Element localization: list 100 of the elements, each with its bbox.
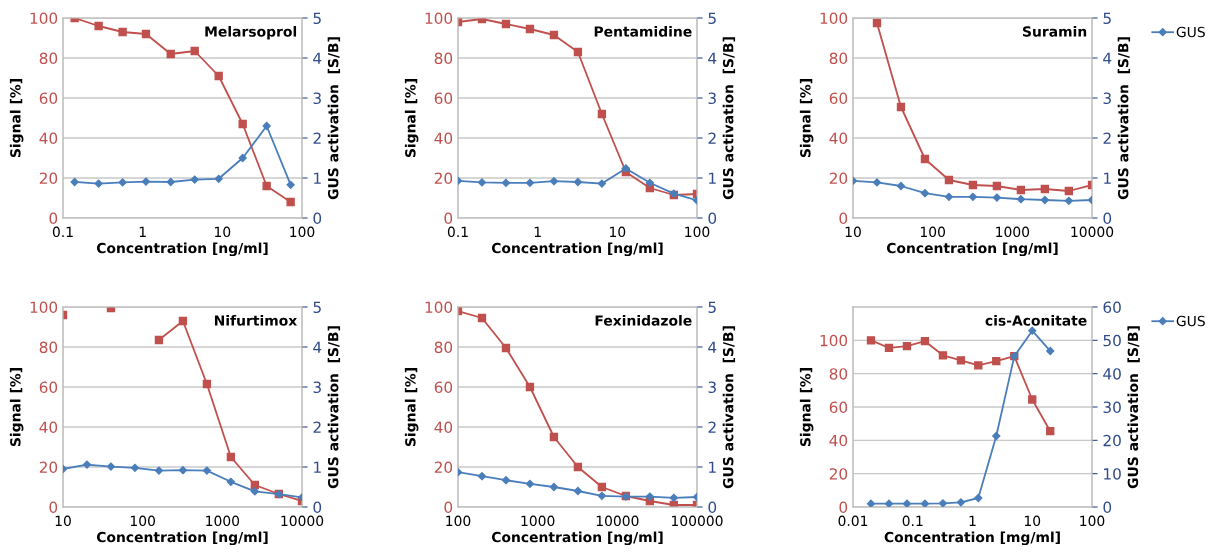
y-tick-label: 80 [39,341,58,354]
y-tick-label: 80 [829,52,848,65]
y-tick-label: 60 [829,92,848,105]
chart-title: Fexinidazole [595,315,692,326]
y2-tick-label: 1 [314,461,321,473]
y2-tick-label: 3 [313,92,321,105]
y2-tick-label: 40 [1103,368,1121,380]
y2-tick-label: 0 [313,212,322,225]
x-tick-label: 0.1 [447,226,468,238]
y-tick-label: 100 [425,12,453,25]
chart-title: Pentamidine [594,26,692,37]
x-tick-label: 0.01 [838,515,868,527]
x-tick-label: 10 [1024,515,1041,527]
y2-axis-title: GUS activation [S/B] [327,326,341,489]
y2-axis-title: GUS activation [S/B] [722,37,736,200]
y2-tick-label: 2 [313,421,321,433]
y-tick-label: 0 [839,212,848,225]
chart-title: Suramin [1022,26,1087,37]
x-tick-label: 1 [969,515,976,526]
y-tick-label: 100 [425,301,453,314]
x-tick-label: 1000 [521,515,555,527]
y2-tick-label: 4 [708,52,717,64]
x-tick-label: 10000 [281,515,324,527]
y2-tick-label: 0 [1103,501,1112,514]
x-axis-title: Concentration [ng/ml] [96,531,268,546]
y2-tick-label: 2 [1103,132,1111,144]
chart-title: Nifurtimox [214,315,298,326]
y-tick-label: 20 [39,172,58,185]
y2-tick-label: 2 [708,132,716,144]
x-tick-label: 100 [920,226,945,238]
x-axis-title: Concentration [ng/ml] [96,242,268,257]
y2-tick-label: 1 [314,172,321,184]
y2-tick-label: 4 [1103,52,1112,64]
x-tick-label: 10 [610,226,626,238]
x-tick-label: 100 [1080,515,1105,527]
x-tick-label: 10000 [1071,226,1114,238]
x-axis-title: Concentration [ng/ml] [491,531,663,546]
y-axis-title: Signal [%] [404,368,419,447]
x-tick-label: 100 [130,515,155,527]
y-tick-label: 0 [444,212,453,225]
y-axis-title: Signal [%] [404,79,419,158]
y2-tick-label: 2 [313,132,321,144]
x-tick-label: 1000 [996,226,1030,238]
y2-tick-label: 3 [1103,92,1111,105]
y2-tick-label: 20 [1103,434,1121,447]
x-axis-title: Concentration [ng/ml] [886,242,1058,257]
y2-tick-label: 0 [1103,212,1112,225]
x-tick-label: 0.1 [52,226,73,238]
y2-axis-title: GUS activation [S/B] [327,37,341,200]
y-tick-label: 0 [49,212,58,225]
x-tick-label: 1 [534,226,541,237]
y2-tick-label: 1 [709,172,716,184]
y2-tick-label: 50 [1103,334,1121,347]
y2-tick-label: 3 [708,381,716,394]
y-tick-label: 60 [434,92,453,105]
x-tick-label: 10 [845,226,861,238]
y2-tick-label: 3 [313,381,321,394]
y-tick-label: 80 [829,368,848,380]
y2-tick-label: 4 [708,341,717,353]
y2-tick-label: 4 [313,52,322,64]
x-axis-title: Concentration [mg/ml] [884,531,1060,546]
y-tick-label: 0 [839,501,848,514]
y2-tick-label: 5 [708,301,716,314]
y-tick-label: 80 [434,52,453,65]
y2-tick-label: 5 [313,301,321,314]
x-tick-label: 10 [55,515,71,527]
x-tick-label: 1 [139,226,146,237]
y2-tick-label: 5 [313,12,321,25]
y2-tick-label: 4 [313,341,322,353]
y2-axis-title: GUS activation [S/B] [722,326,736,489]
x-tick-label: 100 [685,226,710,238]
y-tick-label: 60 [829,401,848,414]
y-tick-label: 20 [434,172,453,185]
y-tick-label: 80 [39,52,58,65]
y-tick-label: 0 [49,501,58,514]
legend-label: GUS [1176,315,1205,327]
text: Melarsoprol [205,26,297,40]
x-tick-label: 10 [215,226,231,238]
y-tick-label: 40 [829,434,848,447]
y2-tick-label: 0 [313,501,322,514]
y2-axis-title: GUS activation [S/B] [1117,37,1131,200]
y-tick-label: 100 [820,334,848,347]
y-tick-label: 40 [829,132,848,145]
y-tick-label: 20 [39,461,58,474]
y2-tick-label: 5 [708,12,716,25]
y2-tick-label: 60 [1103,301,1121,314]
y-axis-title: Signal [%] [799,79,814,158]
y2-tick-label: 10 [1104,468,1121,480]
y-tick-label: 100 [30,12,58,25]
y-tick-label: 100 [30,301,58,314]
y-tick-label: 20 [434,461,453,474]
y2-tick-label: 0 [708,501,717,514]
y-tick-label: 60 [39,381,58,394]
x-axis-title: Concentration [ng/ml] [491,242,663,257]
x-tick-label: 0.1 [902,515,923,527]
y-tick-label: 0 [444,501,453,514]
y-tick-label: 20 [829,468,848,480]
y-axis-title: Signal [%] [799,368,814,447]
y2-tick-label: 1 [1104,172,1111,184]
y-tick-label: 80 [434,341,453,354]
